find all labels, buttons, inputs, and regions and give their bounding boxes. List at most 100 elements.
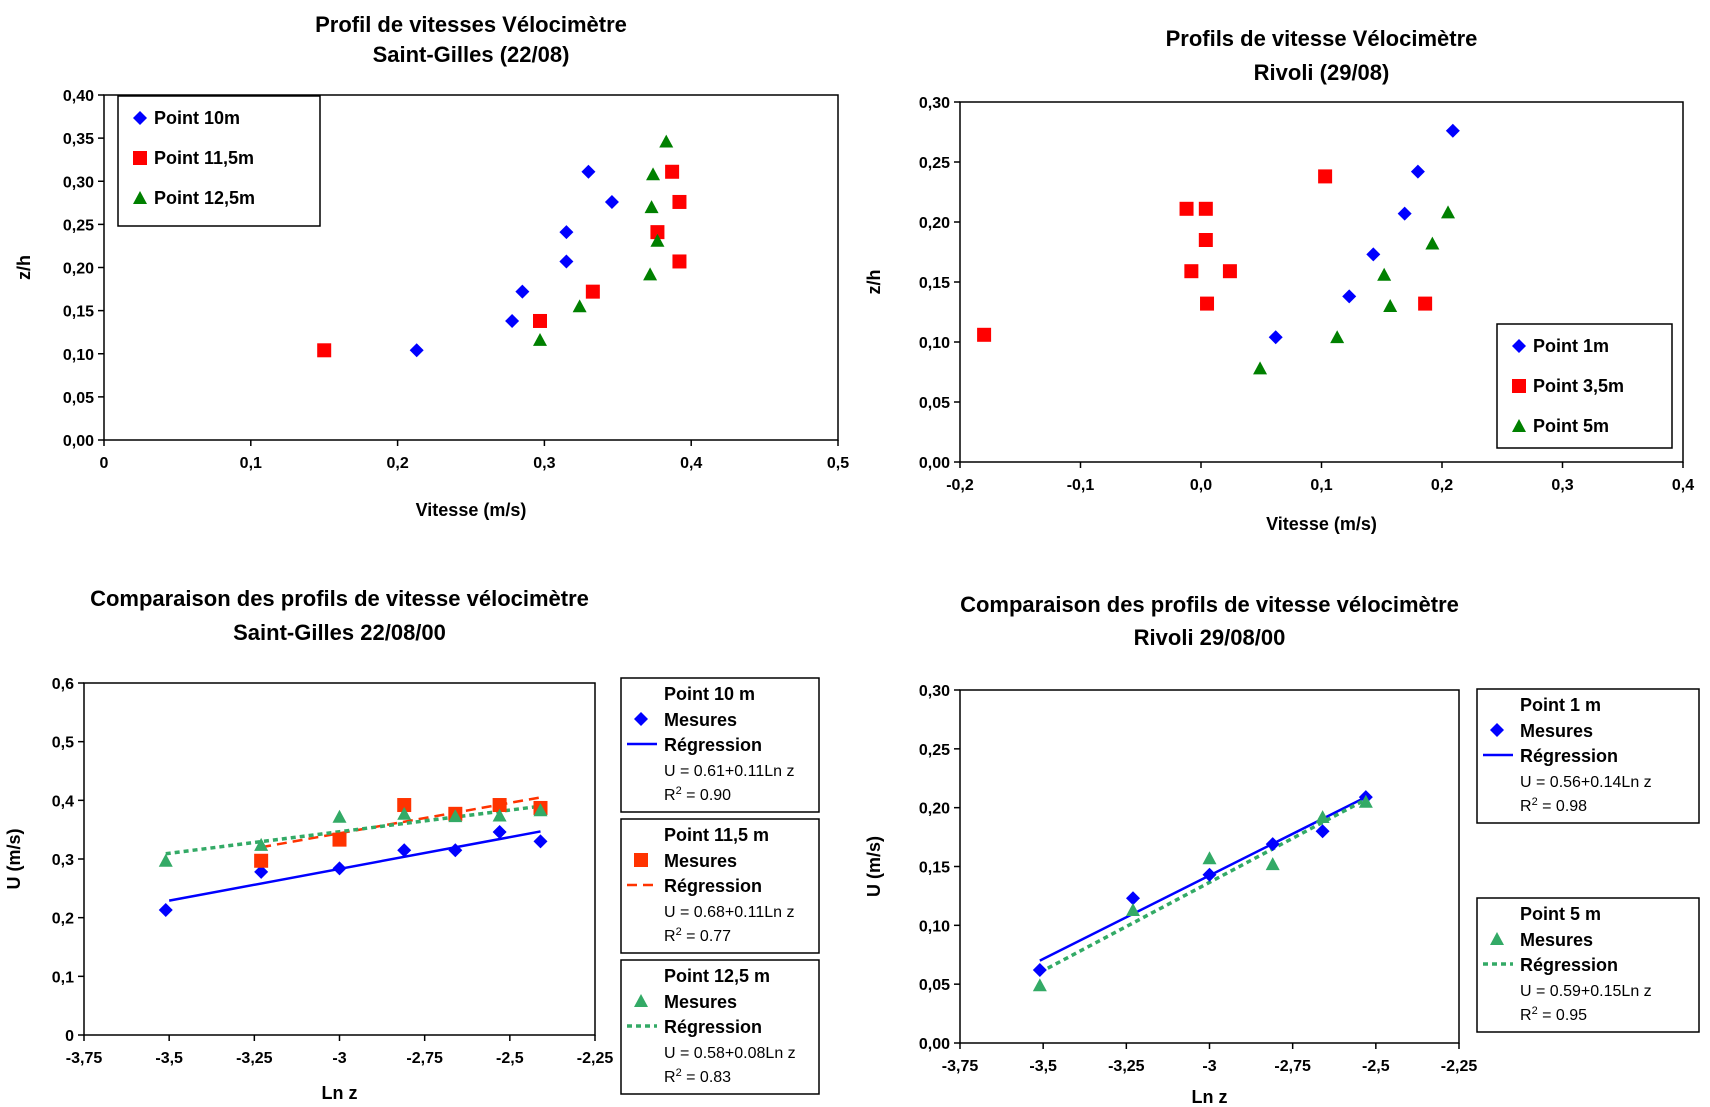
regression-line <box>1039 797 1367 974</box>
data-point: Point 11,5 m: (-3, 0.333) <box>332 832 347 847</box>
chart-title: Profils de vitesse Vélocimètre <box>1166 26 1478 51</box>
data-point: Point 10 m: (-2.53, 0.346) <box>492 825 507 840</box>
y-tick-label: 0,15 <box>63 304 94 321</box>
data-point: Point 10 m: (-2.41, 0.33) <box>533 834 548 849</box>
data-point: Point 12,5 m: (-3.23, 0.324) <box>254 837 269 851</box>
legend-regression-label: Régression <box>664 1017 762 1037</box>
x-tick-label: -3,5 <box>1029 1058 1057 1075</box>
y-tick-label: 0,20 <box>919 215 950 232</box>
x-tick-label: -2,5 <box>496 1050 524 1067</box>
data-point: Point 1 m: (-3, 0.143) <box>1202 867 1217 882</box>
legend-marker <box>1512 339 1526 353</box>
data-point: Point 3,5m: (0.004, 0.185) <box>1198 233 1213 247</box>
data-point: Point 12,5 m: (-2.66, 0.373) <box>448 809 463 823</box>
chart-3: Comparaison des profils de vitesse véloc… <box>4 586 820 1103</box>
x-tick-label: -3 <box>1202 1058 1216 1075</box>
x-tick-label: -3,25 <box>236 1050 273 1067</box>
data-point: Point 3,5m: (0.103, 0.238) <box>1318 169 1333 184</box>
data-point: Point 1m: (0.062, 0.104) <box>1268 330 1283 345</box>
data-point: Point 11,5m: (0.333, 0.172) <box>585 284 600 299</box>
legend-measures-label: Mesures <box>664 992 737 1012</box>
data-point: Point 10m: (0.315, 0.241) <box>559 225 574 240</box>
data-point: Point 10 m: (-2.66, 0.315) <box>448 843 463 858</box>
legend-label: Point 1m <box>1533 336 1609 356</box>
y-tick-label: 0,05 <box>919 977 950 994</box>
legend-label: Point 11,5m <box>154 148 254 168</box>
legend-box <box>117 95 321 227</box>
y-tick-label: 0,4 <box>52 793 74 810</box>
data-point: Point 12,5m: (0.372, 0.192) <box>643 267 658 281</box>
chart-2: Profils de vitesse Vélocimètre Rivoli (29… <box>864 26 1694 534</box>
x-axis-label: Ln z <box>322 1083 358 1103</box>
data-point: Point 10 m: (-2.81, 0.315) <box>397 843 412 858</box>
y-tick-label: 0,25 <box>919 155 950 172</box>
data-point: Point 5 m: (-2.81, 0.152) <box>1265 857 1280 871</box>
data-point: Point 10m: (0.315, 0.207) <box>559 254 574 269</box>
x-tick-label: -0,1 <box>1067 477 1095 494</box>
data-point: Point 3,5m: (-0.008, 0.159) <box>1184 264 1199 279</box>
x-tick-label: -2,25 <box>577 1050 614 1067</box>
data-point: Point 5 m: (-3.51, 0.049) <box>1032 978 1047 992</box>
legend-series-name: Point 11,5 m <box>664 825 769 845</box>
data-point: Point 11,5 m: (-2.53, 0.392) <box>492 798 507 813</box>
data-point: Point 12,5 m: (-3.51, 0.297) <box>158 853 173 867</box>
data-point: Point 5 m: (-3.23, 0.113) <box>1125 903 1140 916</box>
data-point: Point 12,5 m: (-2.81, 0.377) <box>397 806 412 820</box>
y-tick-label: 0,20 <box>919 801 950 818</box>
legend-marker <box>1490 932 1504 945</box>
plot-area <box>83 682 596 1036</box>
legend-equation: U = 0.68+0.11Ln z <box>664 904 794 921</box>
x-tick-label: 0 <box>100 455 109 472</box>
legend-marker <box>634 853 648 867</box>
legend-r2: R2 = 0.77 <box>664 926 731 945</box>
data-point: Point 12,5m: (0.373, 0.27) <box>644 200 659 214</box>
x-tick-label: 0,4 <box>1672 477 1694 494</box>
chart-title: Comparaison des profils de vitesse véloc… <box>960 592 1459 617</box>
legend-series-name: Point 1 m <box>1520 695 1601 715</box>
data-point: Point 12,5m: (0.374, 0.308) <box>646 167 661 181</box>
x-tick-label: 0,4 <box>680 455 702 472</box>
data-point: Point 10m: (0.213, 0.104) <box>409 343 424 358</box>
y-tick-label: 0,30 <box>919 95 950 112</box>
legend-box <box>1476 688 1700 824</box>
data-point: Point 11,5m: (0.297, 0.138) <box>532 313 547 328</box>
data-point: Point 12,5 m: (-2.53, 0.374) <box>492 808 507 822</box>
x-tick-label: 0,0 <box>1190 477 1212 494</box>
y-tick-label: 0,1 <box>52 969 74 986</box>
x-tick-label: 0,3 <box>533 455 555 472</box>
chart-1: Profil de vitesses Vélocimètre Saint-Gill… <box>14 12 849 520</box>
data-point: Point 12,5m: (0.377, 0.231) <box>650 233 665 247</box>
data-point: Point 12,5m: (0.324, 0.155) <box>572 299 587 313</box>
legend-regression-label: Régression <box>664 735 762 755</box>
data-point: Point 5m: (0.157, 0.13) <box>1383 299 1398 312</box>
data-point: Point 5m: (0.205, 0.208) <box>1441 205 1456 219</box>
legend-series-name: Point 12,5 m <box>664 966 770 986</box>
y-tick-label: 0,15 <box>919 860 950 877</box>
y-axis-label: z/h <box>864 270 884 295</box>
data-point: Point 5m: (0.192, 0.182) <box>1425 236 1440 250</box>
legend-measures-label: Mesures <box>1520 930 1593 950</box>
data-point: Point 10m: (0.33, 0.311) <box>581 164 596 179</box>
legend-marker <box>133 111 147 125</box>
legend-regression-label: Régression <box>664 876 762 896</box>
x-tick-label: -3,75 <box>66 1050 103 1067</box>
y-tick-label: 0,3 <box>52 852 74 869</box>
data-point: Point 3,5m: (0.004, 0.211) <box>1198 201 1213 216</box>
x-tick-label: -2,25 <box>1441 1058 1478 1075</box>
data-point: Point 10m: (0.285, 0.172) <box>515 284 530 299</box>
data-point: Point 5m: (0.113, 0.104) <box>1330 330 1345 344</box>
chart-4: Comparaison des profils de vitesse véloc… <box>864 592 1700 1107</box>
y-tick-label: 0,10 <box>919 918 950 935</box>
y-tick-label: 0 <box>65 1028 74 1045</box>
legend-equation: U = 0.61+0.11Ln z <box>664 763 794 780</box>
legend-r2: R2 = 0.90 <box>664 785 731 804</box>
x-tick-label: -3,25 <box>1108 1058 1145 1075</box>
legend-marker <box>133 151 147 165</box>
x-tick-label: 0,3 <box>1551 477 1573 494</box>
x-tick-label: 0,1 <box>240 455 262 472</box>
data-point: Point 10m: (0.278, 0.138) <box>505 313 520 328</box>
legend-regression-label: Régression <box>1520 746 1618 766</box>
y-tick-label: 0,30 <box>63 174 94 191</box>
y-tick-label: 0,5 <box>52 735 74 752</box>
